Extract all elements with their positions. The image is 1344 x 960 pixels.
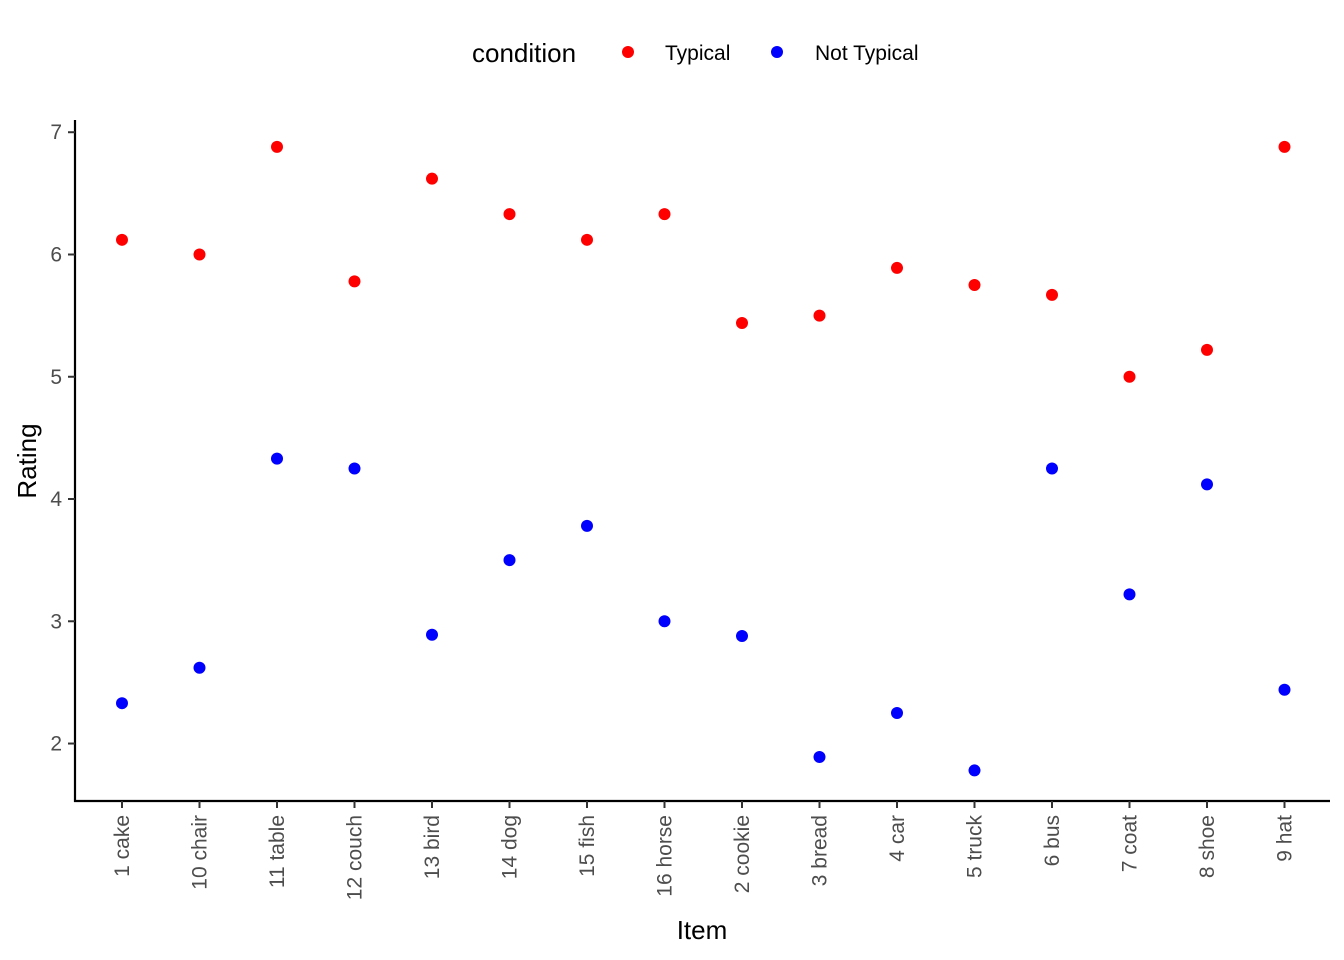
legend-label-typical: Typical <box>665 42 730 65</box>
point-not-typical <box>348 462 361 475</box>
x-tick-label: 11 table <box>266 815 289 888</box>
legend: condition Typical Not Typical <box>472 38 919 68</box>
x-tick-label: 2 cookie <box>731 815 754 893</box>
legend-label-not-typical: Not Typical <box>815 42 919 65</box>
x-tick-label: 15 fish <box>576 815 599 877</box>
x-axis-title: Item <box>677 915 728 945</box>
point-typical <box>116 233 128 246</box>
point-typical <box>813 309 826 322</box>
y-tick-label: 3 <box>50 610 62 633</box>
legend-key-not-typical <box>771 46 783 58</box>
point-not-typical <box>1278 683 1291 696</box>
point-not-typical <box>891 706 903 719</box>
point-typical <box>193 248 206 261</box>
x-tick-label: 7 coat <box>1119 815 1142 872</box>
point-not-typical <box>968 764 981 777</box>
point-not-typical <box>426 628 438 641</box>
y-tick-label: 2 <box>50 733 62 756</box>
point-typical <box>1123 370 1136 383</box>
point-typical <box>271 140 283 153</box>
point-not-typical <box>1201 478 1213 491</box>
x-tick-label: 6 bus <box>1041 815 1064 866</box>
point-not-typical <box>116 697 128 710</box>
point-not-typical <box>581 519 593 532</box>
point-typical <box>1046 288 1058 301</box>
point-typical <box>503 208 516 221</box>
point-not-typical <box>503 554 516 567</box>
point-typical <box>348 275 361 288</box>
point-typical <box>968 279 981 292</box>
x-tick-label: 8 shoe <box>1196 815 1219 878</box>
point-not-typical <box>193 661 206 674</box>
point-not-typical <box>1123 588 1136 601</box>
point-typical <box>426 172 438 185</box>
point-typical <box>1201 343 1213 356</box>
point-not-typical <box>1046 462 1058 475</box>
x-tick-label: 16 horse <box>654 815 677 897</box>
x-tick-label: 1 cake <box>111 815 134 877</box>
point-typical <box>581 233 593 246</box>
x-tick-label: 5 truck <box>964 815 987 879</box>
x-tick-label: 13 bird <box>421 815 444 879</box>
x-tick-label: 14 dog <box>499 815 522 879</box>
point-not-typical <box>813 750 826 763</box>
point-typical <box>736 316 748 329</box>
y-tick-label: 6 <box>50 243 62 266</box>
point-typical <box>891 261 903 274</box>
y-tick-label: 7 <box>50 121 62 144</box>
y-tick-label: 5 <box>50 366 62 389</box>
point-not-typical <box>271 452 283 465</box>
point-typical <box>1278 140 1291 153</box>
x-tick-label: 3 bread <box>809 815 832 886</box>
legend-key-typical <box>622 46 634 58</box>
point-not-typical <box>658 615 671 628</box>
y-axis-title: Rating <box>12 423 42 498</box>
plot-area: 2 3 4 5 6 7 1 cake 10 chair 11 table 12 couch 13 b… <box>50 120 1330 900</box>
point-typical <box>658 208 671 221</box>
point-not-typical <box>736 629 748 642</box>
x-tick-label: 12 couch <box>344 815 367 900</box>
legend-title: condition <box>472 38 576 68</box>
x-tick-label: 10 chair <box>189 815 212 890</box>
x-tick-label: 4 car <box>886 815 909 862</box>
y-tick-label: 4 <box>50 488 62 511</box>
x-tick-label: 9 hat <box>1274 815 1297 862</box>
